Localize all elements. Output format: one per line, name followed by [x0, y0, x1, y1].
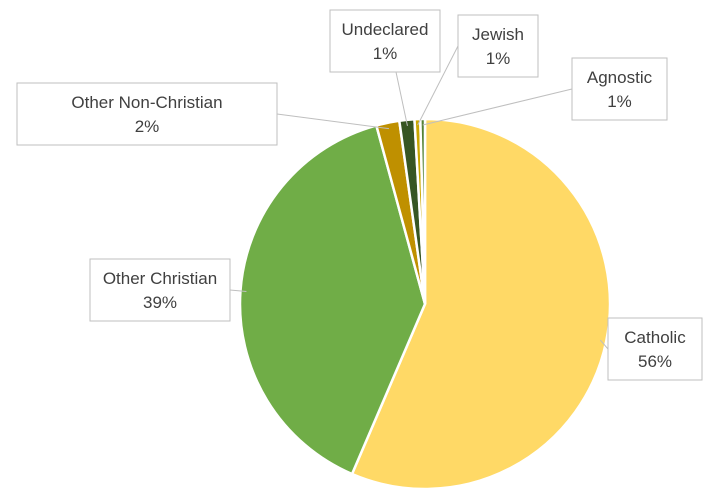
data-callouts: Catholic 56% Other Christian 39% Other Non-C… — [16, 9, 703, 381]
callout-undeclared: Undeclared 1% — [329, 9, 441, 73]
slice-label: Catholic — [624, 328, 686, 347]
slice-percent-label: 1% — [373, 44, 398, 63]
callout-catholic: Catholic 56% — [607, 317, 703, 381]
slice-label: Undeclared — [342, 20, 429, 39]
callout-box — [571, 57, 668, 121]
callout-box — [16, 82, 278, 146]
callout-box — [89, 258, 231, 322]
slice-catholic — [350, 117, 612, 490]
callout-jewish: Jewish 1% — [457, 14, 539, 78]
slice-label: Other Christian — [103, 269, 217, 288]
callout-box — [607, 317, 703, 381]
slice-label: Jewish — [472, 25, 524, 44]
slice-percent-label: 56% — [638, 352, 672, 371]
slice-percent-label: 39% — [143, 293, 177, 312]
pie-slices — [238, 117, 612, 490]
callout-box — [329, 9, 441, 73]
callout-other-non-christian: Other Non-Christian 2% — [16, 82, 278, 146]
leader-line-catholic — [599, 339, 609, 350]
slice-label: Agnostic — [587, 68, 653, 87]
slice-percent-label: 2% — [135, 117, 160, 136]
callout-leader-lines — [229, 45, 609, 350]
slice-percent-label: 1% — [486, 49, 511, 68]
leader-line-agnostic — [422, 88, 573, 126]
leader-line-jewish — [417, 45, 459, 126]
slice-label: Other Non-Christian — [71, 93, 222, 112]
callout-other-christian: Other Christian 39% — [89, 258, 231, 322]
leader-line-undeclared — [395, 71, 408, 126]
slice-percent-label: 1% — [607, 92, 632, 111]
callout-agnostic: Agnostic 1% — [571, 57, 668, 121]
leader-line-other-non-christian — [276, 113, 390, 130]
callout-box — [457, 14, 539, 78]
leader-line-other-christian — [229, 289, 247, 293]
